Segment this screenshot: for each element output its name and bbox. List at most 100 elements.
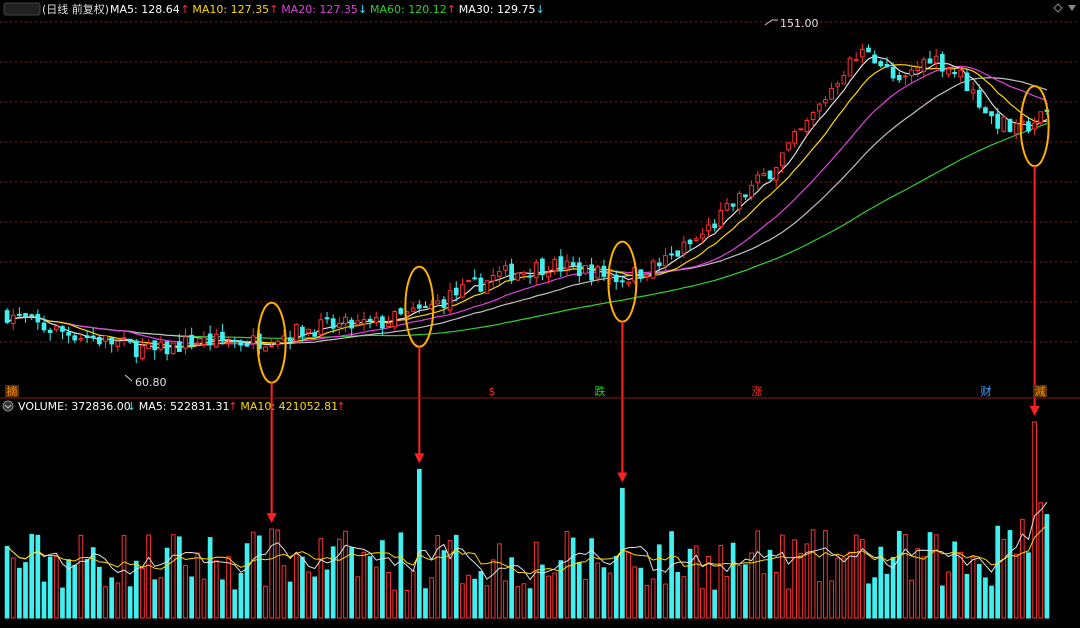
event-marker[interactable]: 财 bbox=[981, 384, 992, 398]
candle-body bbox=[207, 333, 213, 346]
volume-bar bbox=[392, 589, 398, 619]
volume-bar bbox=[1013, 553, 1019, 619]
candle-body bbox=[620, 280, 625, 283]
candle-body bbox=[983, 107, 988, 114]
candle bbox=[1001, 115, 1007, 133]
volume-bar bbox=[515, 586, 521, 619]
candle-body bbox=[663, 255, 668, 267]
event-marker[interactable]: 減 bbox=[1033, 384, 1047, 398]
candle bbox=[903, 73, 908, 86]
candle-body bbox=[453, 287, 459, 296]
volume-bar bbox=[404, 590, 410, 619]
candle-body bbox=[601, 265, 607, 277]
indicator-value: MA60: 120.12 bbox=[370, 3, 447, 16]
candle bbox=[115, 337, 121, 352]
candle-body bbox=[644, 275, 650, 278]
candle-body bbox=[583, 264, 588, 274]
candle-body bbox=[478, 277, 484, 292]
candle-body bbox=[244, 343, 250, 347]
candle bbox=[60, 325, 65, 340]
chevron-down-icon bbox=[4, 404, 12, 409]
candle bbox=[423, 301, 428, 308]
volume-bar bbox=[663, 583, 668, 619]
candle-body bbox=[1013, 123, 1019, 135]
volume-bar bbox=[41, 581, 47, 619]
volume-bar bbox=[244, 543, 250, 619]
candle bbox=[306, 328, 311, 337]
volume-menu-icon[interactable] bbox=[2, 400, 14, 412]
candle bbox=[896, 71, 902, 83]
volume-bar bbox=[84, 559, 90, 619]
volume-bar bbox=[496, 543, 502, 619]
volume-bar bbox=[650, 578, 656, 619]
candle-body bbox=[613, 274, 619, 283]
candle bbox=[263, 346, 268, 352]
candle-body bbox=[589, 264, 594, 281]
volume-bar bbox=[158, 577, 164, 619]
arrow-head-icon bbox=[414, 453, 425, 464]
volume-bar bbox=[995, 525, 1001, 619]
event-marker-bg bbox=[5, 385, 19, 397]
volume-bar bbox=[29, 533, 35, 619]
candle bbox=[201, 331, 207, 349]
diamond-icon[interactable] bbox=[1053, 3, 1063, 13]
volume-bar bbox=[429, 577, 434, 619]
candle-body bbox=[133, 340, 139, 358]
candle bbox=[318, 313, 324, 339]
candle-body bbox=[946, 68, 951, 75]
volume-bar bbox=[644, 584, 650, 619]
candle bbox=[743, 194, 748, 200]
candle bbox=[373, 311, 379, 327]
candle-body bbox=[933, 55, 939, 64]
trend-arrow-icon: ↑ bbox=[269, 3, 278, 16]
candle bbox=[847, 56, 853, 77]
candle-body bbox=[527, 275, 533, 278]
volume-bar bbox=[447, 540, 453, 619]
candle bbox=[509, 258, 514, 284]
volume-bar bbox=[872, 577, 877, 619]
volume-bar bbox=[300, 556, 305, 619]
candle-body bbox=[195, 342, 201, 345]
candle-body bbox=[220, 331, 225, 342]
candle bbox=[478, 273, 484, 293]
volume-bar bbox=[1032, 421, 1037, 619]
volume-bar bbox=[121, 534, 127, 619]
candle-body bbox=[17, 313, 22, 316]
volume-bar bbox=[786, 588, 791, 619]
candle bbox=[724, 197, 730, 212]
trend-arrow-icon: ↓ bbox=[127, 400, 136, 413]
candle bbox=[238, 339, 244, 352]
ma30-line bbox=[6, 76, 1048, 345]
candle-body bbox=[250, 335, 256, 344]
event-marker[interactable]: 跌 bbox=[595, 384, 606, 398]
candle bbox=[17, 307, 22, 318]
candle-body bbox=[183, 336, 188, 349]
candle-body bbox=[564, 260, 570, 270]
candle bbox=[866, 44, 871, 53]
candle-body bbox=[306, 328, 311, 334]
candle bbox=[909, 64, 914, 84]
stock-name-box[interactable] bbox=[3, 2, 41, 16]
candle bbox=[829, 82, 834, 101]
volume-bar bbox=[318, 538, 324, 619]
event-marker[interactable]: 摘 bbox=[5, 384, 19, 398]
volume-ma-lines bbox=[6, 501, 1048, 581]
dropdown-triangle-icon[interactable] bbox=[1068, 5, 1076, 11]
candle bbox=[884, 56, 890, 69]
candle bbox=[472, 269, 478, 281]
event-marker[interactable]: $ bbox=[489, 385, 496, 398]
candle-body bbox=[466, 279, 471, 282]
volume-bar bbox=[4, 545, 10, 619]
candle bbox=[718, 202, 724, 230]
volume-bar bbox=[946, 571, 951, 619]
candle bbox=[552, 256, 558, 275]
candle-body bbox=[386, 322, 391, 327]
candle-body bbox=[896, 74, 902, 81]
candle-body bbox=[103, 335, 108, 342]
candle bbox=[589, 257, 594, 286]
volume-bar bbox=[823, 530, 828, 619]
price-grid bbox=[0, 21, 1080, 343]
event-marker[interactable]: 涨 bbox=[752, 385, 763, 398]
volume-bar bbox=[933, 534, 939, 619]
candle-body bbox=[835, 83, 841, 87]
